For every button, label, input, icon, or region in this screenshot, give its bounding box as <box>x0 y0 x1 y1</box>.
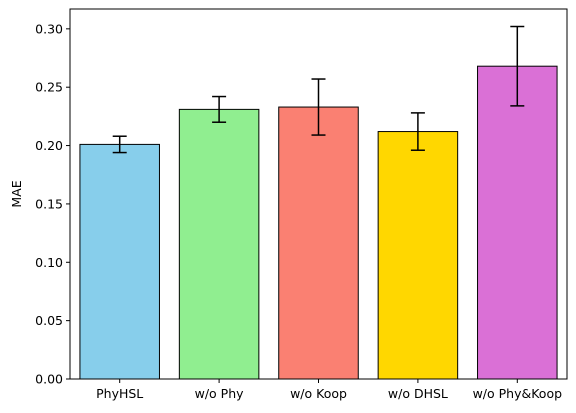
plot-frame <box>69 8 568 380</box>
y-tick-label: 0.15 <box>35 196 63 211</box>
x-tick-label: w/o Koop <box>290 386 347 401</box>
y-tick-label: 0.10 <box>35 255 63 270</box>
axes-layer: PhyHSL w/o Phy w/o Koop w/o DHSL w/o Phy&Koo… <box>35 8 568 401</box>
y-tick-label: 0.30 <box>35 21 63 36</box>
bar-w-o-phy-koop <box>477 65 558 380</box>
x-tick-label: PhyHSL <box>96 386 143 401</box>
bar-w-o-koop <box>278 106 359 380</box>
error-bars-layer <box>112 25 525 154</box>
x-tick-label: w/o DHSL <box>388 386 448 401</box>
y-axis-label: MAE <box>9 180 24 207</box>
y-tick-label: 0.00 <box>35 372 63 387</box>
bar-phyhsl <box>79 143 160 380</box>
y-tick-label: 0.05 <box>35 313 63 328</box>
y-tick-label: 0.25 <box>35 80 63 95</box>
bar-w-o-phy <box>178 108 260 380</box>
bar-w-o-dhsl <box>377 131 459 380</box>
x-tick-label: w/o Phy <box>195 386 245 401</box>
y-tick-label: 0.20 <box>35 138 63 153</box>
x-tick-label: w/o Phy&Koop <box>473 386 563 401</box>
